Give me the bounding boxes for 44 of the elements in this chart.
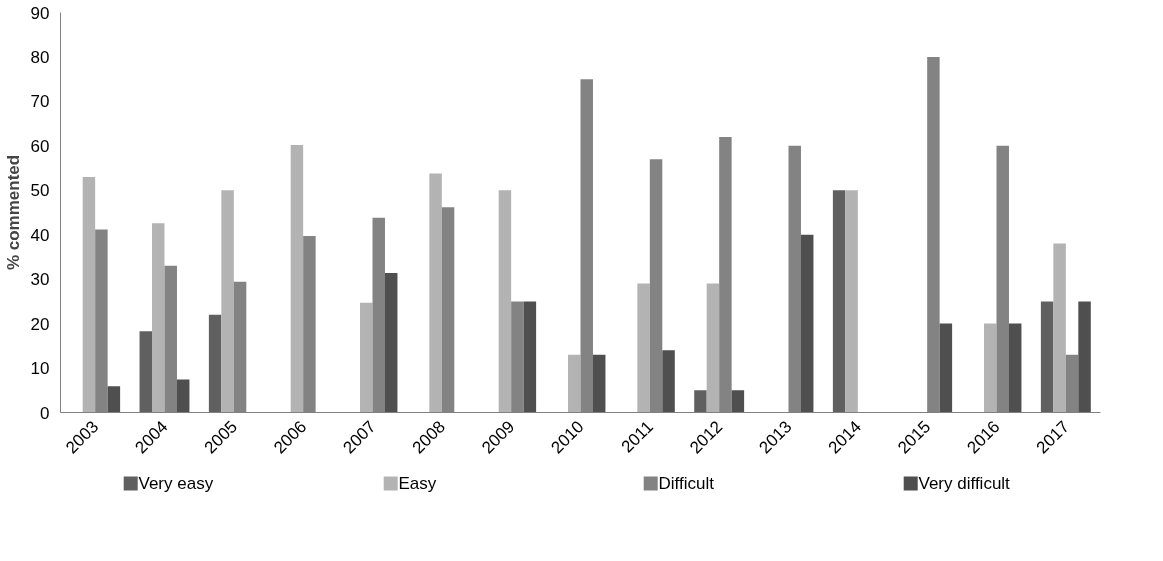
y-tick-label: 40 (30, 225, 50, 245)
bar (1008, 323, 1022, 413)
bar (568, 354, 581, 413)
bar (429, 173, 442, 413)
y-tick-label: 70 (30, 92, 50, 112)
bar (208, 314, 222, 413)
bar (523, 301, 537, 413)
y-tick-label: 60 (30, 136, 50, 156)
bar (731, 390, 745, 413)
y-tick-label: 30 (30, 270, 50, 290)
bar (706, 283, 720, 413)
legend-label: Very difficult (918, 474, 1011, 493)
bar (984, 323, 997, 413)
bar (800, 234, 814, 413)
bar (694, 390, 707, 413)
y-axis-title: % commented (3, 154, 23, 271)
bar (139, 331, 153, 413)
y-tick-label: 0 (40, 403, 50, 423)
bar (832, 190, 846, 413)
bar (1053, 243, 1066, 413)
bar (107, 386, 121, 413)
bar (152, 223, 165, 413)
y-tick-label: 90 (30, 3, 50, 23)
bar (384, 272, 398, 413)
bar (176, 379, 190, 413)
bar (1040, 301, 1054, 413)
legend-label: Difficult (658, 474, 715, 493)
bar (360, 302, 373, 413)
y-tick-label: 20 (30, 314, 50, 334)
y-tick-label: 50 (30, 181, 50, 201)
bar (221, 190, 234, 413)
bar (290, 144, 304, 413)
bar (637, 283, 650, 413)
bar (662, 350, 675, 413)
bar (1078, 301, 1091, 413)
bar (592, 354, 606, 413)
legend-label: Easy (398, 474, 437, 493)
y-tick-label: 10 (30, 359, 50, 379)
bar (939, 323, 953, 413)
legend-label: Very easy (138, 474, 214, 493)
bar (498, 190, 512, 413)
bar (82, 176, 96, 413)
y-tick-label: 80 (30, 47, 50, 67)
bar (845, 190, 858, 413)
